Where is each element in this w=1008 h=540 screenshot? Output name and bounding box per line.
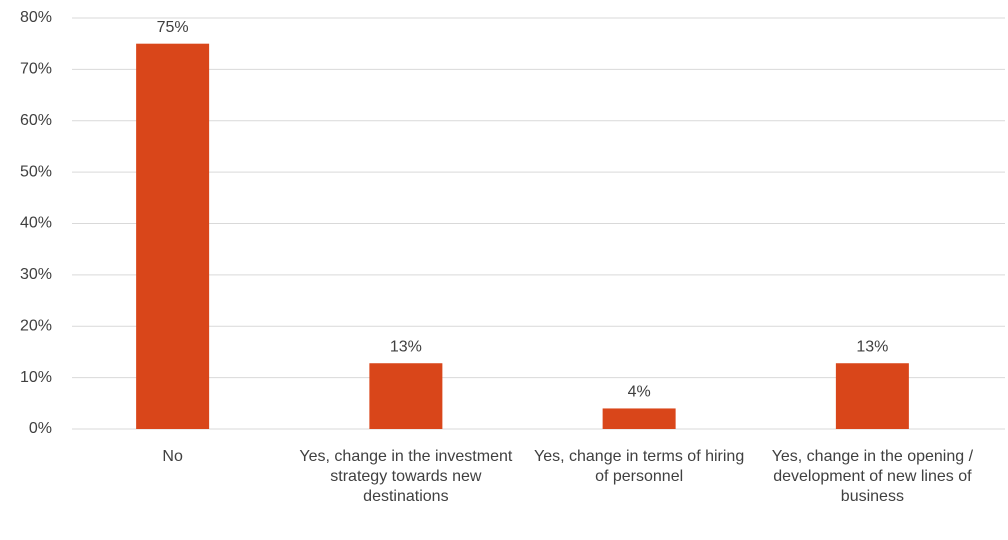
y-tick-label: 60% xyxy=(20,112,52,129)
x-tick-label: Yes, change in terms of hiring of person… xyxy=(534,448,745,485)
y-tick-label: 20% xyxy=(20,317,52,334)
y-tick-label: 80% xyxy=(20,9,52,26)
bar xyxy=(136,43,210,429)
x-tick-label: No xyxy=(162,448,183,465)
data-label: 13% xyxy=(856,338,888,355)
y-tick-label: 70% xyxy=(20,61,52,78)
y-tick-label: 40% xyxy=(20,215,52,232)
bar xyxy=(602,408,676,429)
x-tick-label: Yes, change in the investment strategy t… xyxy=(299,448,513,505)
data-label: 13% xyxy=(390,338,422,355)
data-label: 75% xyxy=(157,19,189,36)
y-tick-label: 50% xyxy=(20,163,52,180)
x-tick-label: Yes, change in the opening / development… xyxy=(771,448,974,505)
y-tick-label: 30% xyxy=(20,266,52,283)
y-tick-label: 10% xyxy=(20,369,52,386)
bar xyxy=(369,363,443,429)
y-tick-label: 0% xyxy=(29,420,52,437)
bar xyxy=(835,363,909,429)
data-label: 4% xyxy=(628,384,651,401)
